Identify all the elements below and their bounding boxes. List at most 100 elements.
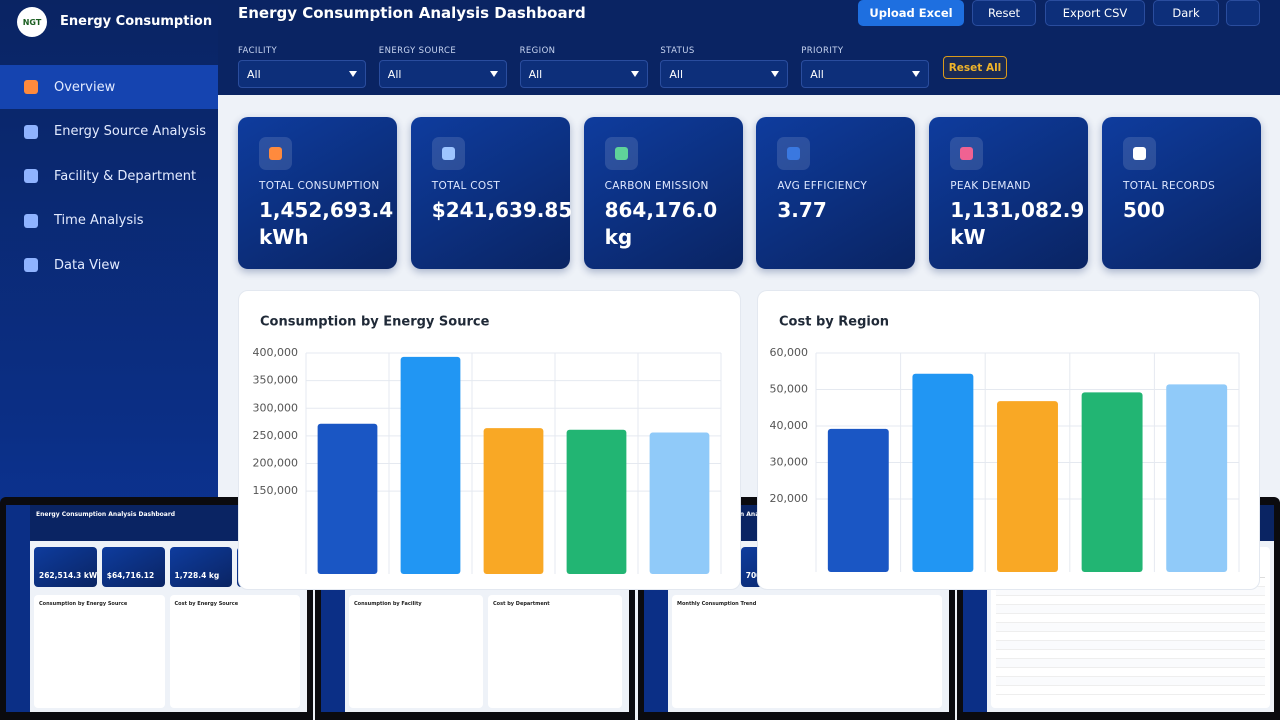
- filter-select[interactable]: All: [378, 60, 507, 88]
- y-tick-label: 20,000: [770, 492, 809, 505]
- bar: [317, 423, 378, 574]
- mini-panel-title: Consumption by Facility: [349, 595, 483, 708]
- mini-kpi-value: 262,514.3 kWh: [34, 547, 97, 587]
- header-button[interactable]: Export CSV: [1045, 0, 1145, 26]
- kpi-icon-glyph: [441, 147, 455, 160]
- nav-icon: [24, 169, 38, 183]
- mini-table-row: [996, 668, 1265, 677]
- mini-panel-title: Cost by Energy Source: [169, 595, 300, 708]
- nav-label: Energy Source Analysis: [54, 124, 206, 139]
- mini-table-row: [996, 659, 1265, 668]
- kpi-label: AVG EFFICIENCY: [777, 180, 868, 192]
- mini-sidebar: [6, 505, 30, 712]
- bar: [827, 428, 889, 572]
- bar: [483, 428, 544, 574]
- y-tick-label: 400,000: [253, 346, 299, 359]
- filter-select[interactable]: All: [519, 60, 648, 88]
- nav-icon: [24, 80, 38, 94]
- kpi-value: $241,639.85: [431, 198, 573, 222]
- nav-item[interactable]: Energy Source Analysis: [0, 110, 218, 154]
- dropdown-caret: [489, 71, 498, 77]
- kpi-label: TOTAL RECORDS: [1123, 180, 1216, 192]
- chart: Consumption by Energy Source 150,000 200,0…: [253, 315, 722, 574]
- page-title: Energy Consumption Analysis Dashboard: [238, 4, 586, 22]
- y-tick-label: 200,000: [253, 457, 299, 470]
- kpi-value: 864,176.0 kg: [604, 198, 718, 249]
- nav-item[interactable]: Overview: [0, 65, 218, 109]
- nav-item[interactable]: Facility & Department: [0, 154, 218, 198]
- mini-table-row: [996, 605, 1265, 614]
- kpi-icon-glyph: [269, 147, 282, 160]
- dropdown-caret: [912, 71, 921, 77]
- dropdown-caret: [349, 71, 357, 77]
- mini-table-row: [996, 677, 1265, 686]
- nav-icon: [24, 213, 38, 228]
- filter-value: All: [810, 67, 824, 81]
- kpi-icon: [950, 137, 984, 170]
- bar: [400, 356, 461, 574]
- filter-value: All: [387, 67, 402, 81]
- mini-panel-title: Consumption by Energy Source: [34, 595, 165, 708]
- kpi-icon: [431, 137, 465, 170]
- chart: Cost by Region 20,000 30,000 40,000 50,000 60…: [770, 315, 1240, 572]
- kpi-label: CARBON EMISSION: [604, 180, 709, 192]
- kpi-value: 3.77: [777, 198, 827, 222]
- kpi-value: 1,452,693.4 kWh: [259, 198, 394, 249]
- nav-icon: [24, 258, 38, 272]
- fullscreen-button[interactable]: [1226, 0, 1260, 26]
- chart-title: Consumption by Energy Source: [260, 315, 490, 330]
- y-tick-label: 250,000: [253, 429, 299, 442]
- mini-table-row: [996, 641, 1265, 650]
- filter-select[interactable]: All: [238, 60, 366, 88]
- header-button[interactable]: Dark: [1153, 0, 1219, 26]
- mini-table-row: [996, 587, 1265, 596]
- nav-label: Data View: [54, 257, 121, 273]
- mini-table-row: [996, 650, 1265, 659]
- filter-label: STATUS: [660, 46, 695, 56]
- kpi-card: PEAK DEMAND 1,131,082.9 kW: [929, 117, 1089, 269]
- header-button[interactable]: Reset: [972, 0, 1036, 26]
- reset-filters-button[interactable]: Reset All: [943, 56, 1007, 79]
- filter-select[interactable]: All: [801, 60, 930, 88]
- mini-table-row: [996, 632, 1265, 641]
- kpi-card: CARBON EMISSION 864,176.0 kg: [583, 117, 743, 269]
- mini-panel-title: Cost by Department: [488, 595, 622, 708]
- dropdown-caret: [771, 71, 780, 77]
- filter-label: ENERGY SOURCE: [378, 46, 457, 56]
- nav-item[interactable]: Data View: [0, 243, 218, 287]
- mini-panel-title: Monthly Consumption Trend: [672, 595, 942, 708]
- bar: [649, 432, 710, 574]
- filter-value: All: [247, 67, 261, 81]
- nav-label: Facility & Department: [54, 168, 197, 184]
- kpi-icon: [777, 137, 811, 170]
- kpi-icon-glyph: [787, 147, 801, 160]
- chart-panel: Cost by Region 20,000 30,000 40,000 50,000 60…: [757, 290, 1260, 590]
- nav-icon: [24, 124, 38, 139]
- nav-item[interactable]: Time Analysis: [0, 199, 218, 243]
- y-tick-label: 40,000: [770, 419, 809, 432]
- nav-label: Overview: [54, 79, 116, 95]
- bar: [912, 373, 974, 572]
- kpi-card: TOTAL COST $241,639.85: [410, 117, 573, 269]
- mini-table-row: [996, 596, 1265, 605]
- header-button[interactable]: Upload Excel: [858, 0, 964, 26]
- kpi-label: TOTAL COST: [431, 180, 501, 192]
- mini-table-row: [996, 686, 1265, 695]
- kpi-icon: [604, 137, 638, 170]
- filter-label: PRIORITY: [801, 46, 844, 56]
- nav-label: Time Analysis: [54, 213, 144, 228]
- kpi-value: 500: [1123, 198, 1165, 222]
- kpi-value: 1,131,082.9 kW: [950, 198, 1085, 249]
- y-tick-label: 30,000: [770, 456, 809, 469]
- mini-table-row: [996, 614, 1265, 623]
- y-tick-label: 50,000: [770, 383, 809, 396]
- bar: [997, 401, 1058, 572]
- bar: [1081, 392, 1143, 572]
- filter-select[interactable]: All: [660, 60, 789, 88]
- mini-title: Energy Consumption Analysis Dashboard: [36, 511, 176, 518]
- chart-panel: Consumption by Energy Source 150,000 200,0…: [238, 290, 741, 590]
- filter-label: REGION: [519, 46, 556, 56]
- kpi-icon-glyph: [1133, 147, 1146, 160]
- kpi-icon: [259, 137, 292, 170]
